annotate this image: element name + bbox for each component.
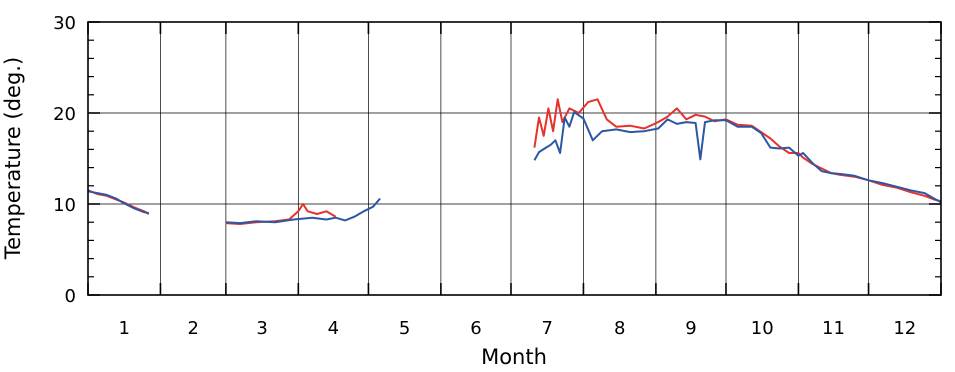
- y-tick-label: 0: [65, 286, 76, 307]
- series-group: [87, 98, 942, 225]
- plot-frame: [87, 21, 942, 296]
- axis-ticks: [87, 21, 942, 296]
- x-tick-label: 6: [470, 318, 481, 339]
- x-axis-title: Month: [481, 345, 547, 369]
- blue-series-line: [225, 197, 381, 225]
- x-tick-label: 3: [256, 318, 267, 339]
- x-tick-label: 11: [822, 318, 845, 339]
- x-tick-label: 2: [187, 318, 198, 339]
- x-tick-label: 1: [118, 318, 129, 339]
- blue-series-line: [87, 190, 149, 215]
- y-tick-label: 30: [53, 13, 76, 34]
- x-tick-label: 12: [893, 318, 916, 339]
- x-tick-label: 4: [328, 318, 339, 339]
- blue-series-line: [533, 111, 942, 204]
- x-tick-label: 10: [751, 318, 774, 339]
- x-tick-label: 9: [685, 318, 696, 339]
- red-series-line: [533, 98, 942, 203]
- y-tick-label: 20: [53, 104, 76, 125]
- grid-lines: [88, 22, 941, 295]
- x-tick-label: 5: [399, 318, 410, 339]
- x-tick-label: 7: [541, 318, 552, 339]
- y-axis-title: Temperature (deg.): [1, 57, 25, 260]
- y-tick-label: 10: [53, 195, 76, 216]
- x-tick-label: 8: [614, 318, 625, 339]
